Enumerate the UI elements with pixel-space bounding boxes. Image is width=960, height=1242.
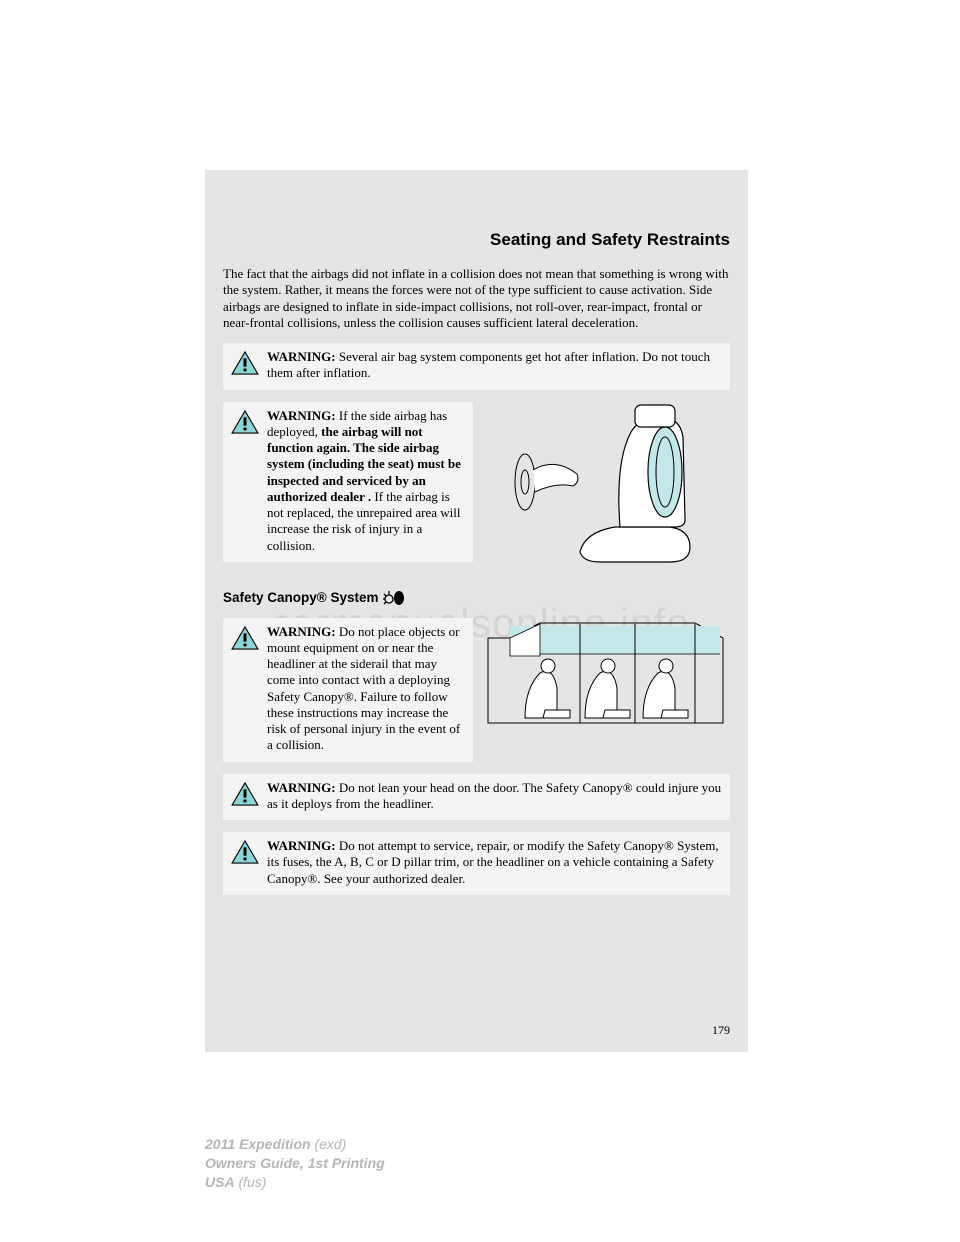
page-number: 179 — [712, 1023, 730, 1038]
warning-box-3: WARNING: Do not place objects or mount e… — [223, 618, 473, 762]
warning-5-text: WARNING: Do not attempt to service, repa… — [267, 838, 722, 887]
section-heading-safety-canopy: Safety Canopy® System — [223, 590, 730, 606]
warning-2-text: WARNING: If the side airbag has deployed… — [267, 408, 465, 554]
chapter-title: Seating and Safety Restraints — [205, 170, 748, 256]
warning-label: WARNING: — [267, 349, 336, 364]
warning-label: WARNING: — [267, 624, 336, 639]
airbag-head-icon — [383, 590, 405, 606]
warning-box-2: WARNING: If the side airbag has deployed… — [223, 402, 473, 562]
warning-triangle-icon — [231, 351, 259, 375]
footer-line-2: Owners Guide, 1st Printing — [205, 1154, 385, 1173]
warning-triangle-icon — [231, 410, 259, 434]
warning-4-text: WARNING: Do not lean your head on the do… — [267, 780, 722, 813]
warning-box-4: WARNING: Do not lean your head on the do… — [223, 774, 730, 821]
warning-triangle-icon — [231, 840, 259, 864]
warning-3-text: WARNING: Do not place objects or mount e… — [267, 624, 465, 754]
manual-page: Seating and Safety Restraints The fact t… — [205, 170, 748, 1052]
footer-region: USA — [205, 1174, 235, 1190]
footer-block: 2011 Expedition (exd) Owners Guide, 1st … — [205, 1135, 385, 1192]
section-heading-text: Safety Canopy® System — [223, 590, 379, 605]
warning-box-1: WARNING: Several air bag system componen… — [223, 343, 730, 390]
warning-body: Do not place objects or mount equipment … — [267, 624, 460, 753]
footer-code-1: (exd) — [311, 1136, 347, 1152]
intro-paragraph: The fact that the airbags did not inflat… — [205, 256, 748, 331]
warning-body: Do not lean your head on the door. The S… — [267, 780, 721, 811]
row-safety-canopy: WARNING: Do not place objects or mount e… — [223, 618, 730, 762]
warning-box-5: WARNING: Do not attempt to service, repa… — [223, 832, 730, 895]
footer-line-3: USA (fus) — [205, 1173, 385, 1192]
footer-line-1: 2011 Expedition (exd) — [205, 1135, 385, 1154]
footer-model: 2011 Expedition — [205, 1136, 311, 1152]
warning-label: WARNING: — [267, 838, 336, 853]
seat-side-airbag-illustration — [485, 402, 720, 572]
vehicle-canopy-illustration — [485, 618, 730, 748]
warning-triangle-icon — [231, 782, 259, 806]
warning-label: WARNING: — [267, 780, 336, 795]
warning-triangle-icon — [231, 626, 259, 650]
row-seat-airbag: WARNING: If the side airbag has deployed… — [223, 402, 730, 572]
footer-code-2: (fus) — [235, 1174, 267, 1190]
warning-label: WARNING: — [267, 408, 336, 423]
warning-body: Do not attempt to service, repair, or mo… — [267, 838, 719, 886]
warning-1-text: WARNING: Several air bag system componen… — [267, 349, 722, 382]
